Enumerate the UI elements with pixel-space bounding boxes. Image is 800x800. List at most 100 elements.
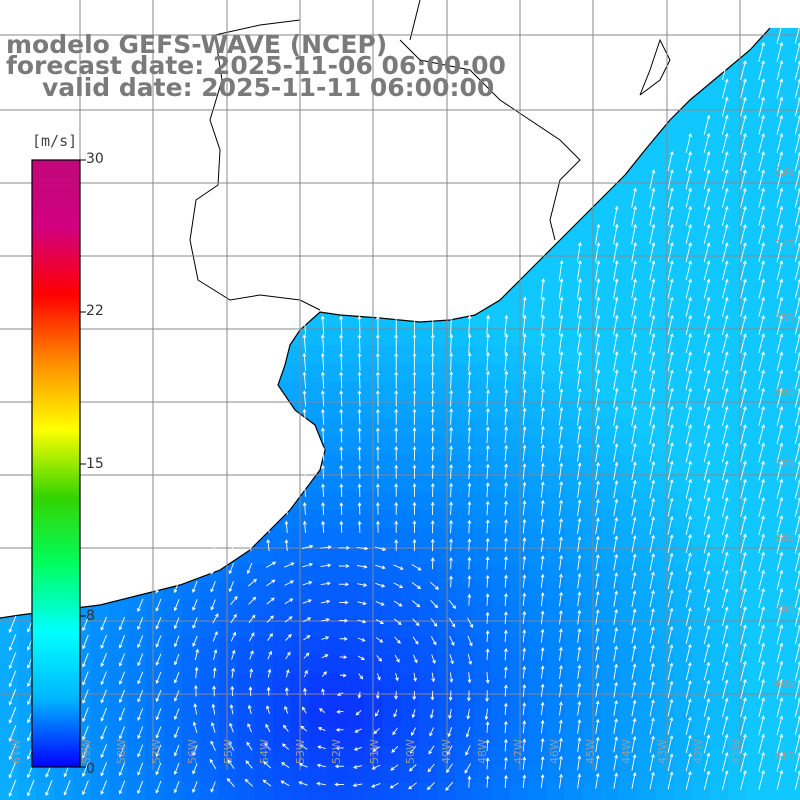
field-cell [637, 491, 656, 511]
wind-arrow [540, 388, 545, 408]
field-cell [127, 728, 147, 747]
field-cell [382, 618, 401, 638]
wind-arrow [667, 278, 674, 299]
colorbar-tick-22: 22 [86, 303, 104, 319]
wind-arrow [267, 633, 273, 642]
wind-arrow [352, 783, 363, 788]
wind-arrow [230, 595, 238, 605]
wind-arrow [522, 720, 527, 734]
wind-arrow [758, 442, 765, 463]
wind-arrow [373, 727, 380, 735]
wind-arrow [721, 96, 729, 117]
field-cell [637, 764, 656, 784]
field-cell [436, 764, 456, 784]
wind-arrow [667, 644, 674, 662]
wind-arrow [794, 460, 800, 481]
wind-arrow [740, 751, 747, 772]
wind-arrow [649, 460, 656, 481]
wind-arrow [302, 599, 312, 604]
wind-arrow [285, 651, 291, 660]
field-cell [436, 673, 456, 693]
field-cell [382, 509, 401, 529]
wind-arrow [776, 23, 784, 44]
field-cell [655, 691, 674, 711]
field-cell [564, 291, 583, 310]
wind-arrow [430, 464, 435, 479]
field-cell [764, 509, 784, 529]
wind-arrow [522, 537, 527, 552]
field-cell [273, 527, 292, 547]
field-cell [345, 564, 365, 583]
wind-arrow [522, 738, 527, 752]
field-cell [618, 655, 638, 674]
field-cell [546, 618, 565, 638]
wind-arrow [649, 644, 655, 662]
field-cell [746, 491, 765, 511]
wind-arrow [449, 538, 454, 552]
field-cell [709, 309, 729, 329]
wind-arrow [247, 538, 252, 552]
field-cell [382, 455, 401, 474]
field-cell [709, 127, 729, 147]
field-cell [236, 782, 256, 800]
wind-arrow [430, 501, 435, 516]
field-cell [655, 491, 674, 511]
wind-arrow [649, 589, 655, 608]
field-cell [564, 273, 583, 292]
field-cell [746, 182, 765, 201]
field-cell [327, 455, 347, 474]
wind-arrow [703, 496, 711, 517]
field-cell [327, 673, 347, 693]
lat-label: 40S [774, 677, 795, 690]
field-cell [527, 491, 547, 511]
wind-arrow [740, 296, 747, 317]
lagoon-outline [639, 38, 671, 96]
wind-arrow [302, 544, 314, 549]
field-cell [400, 564, 420, 583]
wind-arrow [776, 223, 784, 244]
wind-arrow [540, 573, 545, 589]
field-cell [764, 473, 784, 492]
wind-arrow [649, 552, 655, 571]
wind-arrow [248, 578, 258, 587]
wind-arrow [155, 653, 162, 666]
wind-arrow [794, 333, 800, 354]
wind-arrow [247, 704, 252, 715]
field-cell [709, 145, 729, 165]
wind-arrow [339, 408, 344, 425]
field-cell [473, 600, 492, 620]
wind-arrow [577, 773, 582, 789]
field-cell [509, 564, 529, 583]
field-cell [382, 327, 401, 347]
wind-arrow [721, 551, 729, 572]
field-cell [709, 473, 729, 492]
field-cell [746, 54, 765, 74]
field-cell [673, 236, 693, 256]
wind-arrow [595, 332, 601, 354]
wind-arrow [758, 132, 765, 153]
wind-arrow [703, 679, 711, 699]
field-cell [509, 618, 529, 638]
field-cell [728, 782, 747, 800]
wind-arrow [504, 756, 508, 770]
field-cell [764, 691, 784, 711]
wind-arrow [466, 690, 471, 702]
field-cell [200, 782, 219, 800]
field-cell [673, 418, 693, 438]
field-cell [109, 728, 128, 747]
field-cell [327, 527, 347, 547]
field-cell [582, 382, 602, 401]
wind-arrow [703, 515, 711, 536]
wind-arrow [577, 591, 582, 607]
field-cell [582, 273, 602, 292]
wind-arrow [522, 388, 527, 408]
field-cell [618, 637, 638, 656]
wind-arrow [249, 650, 254, 660]
field-cell [691, 109, 711, 128]
field-cell [564, 400, 583, 420]
field-cell [582, 291, 602, 310]
field-cell [0, 709, 19, 729]
wind-arrow [649, 479, 656, 499]
field-cell [728, 637, 747, 656]
field-cell [564, 364, 583, 383]
